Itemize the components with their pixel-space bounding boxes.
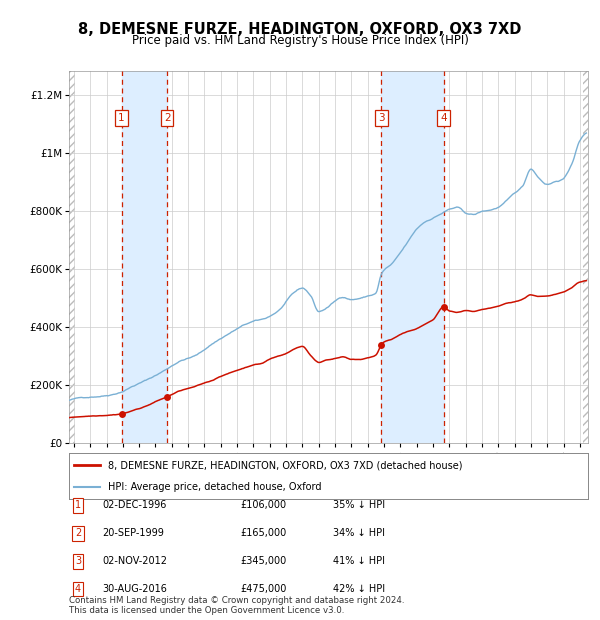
Text: 02-NOV-2012: 02-NOV-2012 (102, 556, 167, 566)
Text: HPI: Average price, detached house, Oxford: HPI: Average price, detached house, Oxfo… (108, 482, 322, 492)
Text: 20-SEP-1999: 20-SEP-1999 (102, 528, 164, 538)
Bar (122, 71, 167, 443)
Text: 1: 1 (75, 500, 81, 510)
Text: 1: 1 (118, 113, 125, 123)
Text: Price paid vs. HM Land Registry's House Price Index (HPI): Price paid vs. HM Land Registry's House … (131, 34, 469, 47)
Text: £106,000: £106,000 (240, 500, 286, 510)
Bar (583, 71, 588, 443)
Text: 41% ↓ HPI: 41% ↓ HPI (333, 556, 385, 566)
Bar (382, 71, 444, 443)
Text: £475,000: £475,000 (240, 584, 286, 594)
Text: 2: 2 (164, 113, 170, 123)
Text: 8, DEMESNE FURZE, HEADINGTON, OXFORD, OX3 7XD: 8, DEMESNE FURZE, HEADINGTON, OXFORD, OX… (79, 22, 521, 37)
Text: 30-AUG-2016: 30-AUG-2016 (102, 584, 167, 594)
Text: 02-DEC-1996: 02-DEC-1996 (102, 500, 166, 510)
Text: 34% ↓ HPI: 34% ↓ HPI (333, 528, 385, 538)
Text: 8, DEMESNE FURZE, HEADINGTON, OXFORD, OX3 7XD (detached house): 8, DEMESNE FURZE, HEADINGTON, OXFORD, OX… (108, 460, 463, 470)
Text: £345,000: £345,000 (240, 556, 286, 566)
Text: 35% ↓ HPI: 35% ↓ HPI (333, 500, 385, 510)
Text: 3: 3 (378, 113, 385, 123)
Text: 4: 4 (75, 584, 81, 594)
Text: 2: 2 (75, 528, 81, 538)
Text: Contains HM Land Registry data © Crown copyright and database right 2024.
This d: Contains HM Land Registry data © Crown c… (69, 596, 404, 615)
Text: 3: 3 (75, 556, 81, 566)
Bar (69, 71, 75, 443)
Text: 4: 4 (440, 113, 447, 123)
Text: 42% ↓ HPI: 42% ↓ HPI (333, 584, 385, 594)
Text: £165,000: £165,000 (240, 528, 286, 538)
